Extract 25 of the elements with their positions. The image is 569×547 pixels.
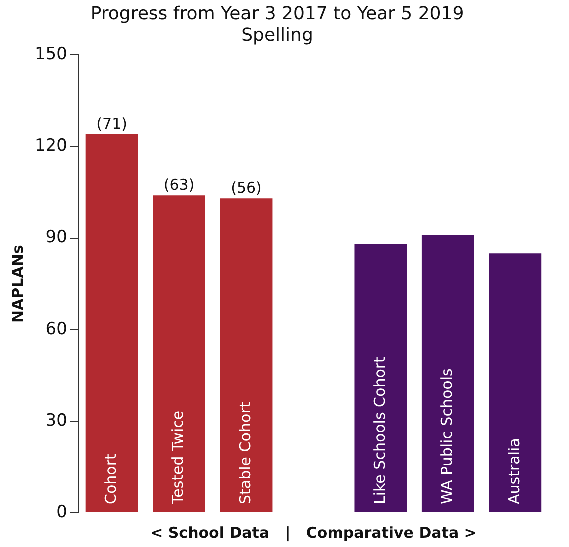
bar — [86, 134, 138, 512]
annotation: (71) — [96, 114, 128, 133]
x-tick-label: Cohort — [102, 454, 120, 504]
y-tick-label: 120 — [34, 136, 68, 156]
y-tick-label: 150 — [34, 44, 68, 65]
bar — [220, 198, 273, 512]
y-tick-label: 60 — [46, 319, 68, 340]
bar — [153, 196, 206, 512]
bar — [422, 235, 474, 512]
x-axis-title: < School Data | Comparative Data > — [150, 524, 477, 542]
y-tick-label: 0 — [56, 502, 68, 522]
annotation: (63) — [164, 176, 195, 194]
chart-subtitle: Spelling — [242, 25, 314, 46]
y-tick-label: 90 — [46, 228, 68, 248]
annotation: (56) — [231, 179, 262, 198]
x-tick-label: Tested Twice — [169, 410, 188, 506]
bar — [354, 244, 408, 512]
chart-title: Progress from Year 3 2017 to Year 5 2019 — [90, 3, 464, 24]
y-axis-title: NAPLANs — [8, 245, 27, 324]
x-tick-label: WA Public Schools — [438, 368, 456, 504]
x-tick-label: Australia — [505, 438, 524, 504]
bar — [489, 254, 542, 512]
y-tick-label: 30 — [46, 410, 68, 431]
x-tick-label: Stable Cohort — [236, 402, 254, 504]
x-tick-label: Like Schools Cohort — [370, 356, 389, 504]
